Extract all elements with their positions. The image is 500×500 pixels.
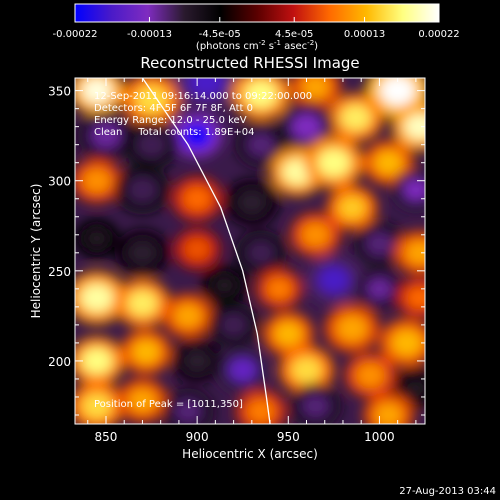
colorbar-tick-label: -0.00022 xyxy=(53,29,98,40)
heatmap-blob-core xyxy=(82,168,111,193)
heatmap-blob-core xyxy=(228,357,257,382)
colorbar-tick-label: 0.00022 xyxy=(418,29,459,40)
heatmap-blob-core xyxy=(301,393,330,419)
y-tick-label: 200 xyxy=(48,355,71,369)
colorbar-tick-label: 4.5e-05 xyxy=(275,29,313,40)
heatmap-blob-core xyxy=(318,266,350,293)
colorbar xyxy=(74,3,440,23)
heatmap-blob-core xyxy=(246,240,275,265)
heatmap-blob-core xyxy=(173,399,203,424)
heatmap-blob-core xyxy=(136,131,167,158)
heatmap-blob-core xyxy=(366,277,393,300)
heatmap-blob-core xyxy=(406,286,425,309)
colorbar-tick-label: -0.00013 xyxy=(127,29,172,40)
heatmap-blob-core xyxy=(338,195,367,220)
heatmap-blob-core xyxy=(365,231,394,256)
footer-timestamp: 27-Aug-2013 03:44 xyxy=(399,486,496,497)
heatmap-blob-core xyxy=(90,122,122,149)
heatmap-blob-core xyxy=(80,283,114,313)
heatmap-blob-core xyxy=(340,104,372,131)
annotation-clean-counts: Clean Total counts: 1.89E+04 xyxy=(94,127,254,138)
x-axis-label: Heliocentric X (arcsec) xyxy=(182,447,318,461)
heatmap-blob-core xyxy=(405,240,425,265)
heatmap-blob-core xyxy=(183,123,212,148)
heatmap-blob-core xyxy=(403,178,425,201)
x-tick-label: 1000 xyxy=(364,430,395,444)
colorbar-tick-label: -4.5e-05 xyxy=(199,29,241,40)
heatmap-blob-core xyxy=(336,315,368,342)
heatmap-blob-core xyxy=(291,113,322,140)
heatmap-blob-core xyxy=(274,321,303,346)
heatmap-blob-core xyxy=(246,399,275,424)
heatmap-blob-core xyxy=(356,363,385,388)
y-tick-label: 300 xyxy=(48,175,71,189)
heatmap-blob-core xyxy=(173,303,203,328)
heatmap-blob-core xyxy=(244,80,278,109)
heatmap-blob-core xyxy=(81,392,113,420)
heatmap-blob-core xyxy=(84,227,110,250)
colorbar-tick-label: 0.00013 xyxy=(344,29,385,40)
heatmap-blob-core xyxy=(404,113,425,140)
heatmap-blob-core xyxy=(134,85,169,114)
colorbar-units: (photons cm-2 s-1 asec-2) xyxy=(196,39,318,52)
heatmap-image xyxy=(75,78,425,424)
y-tick-label: 350 xyxy=(48,85,71,99)
heatmap-blob-core xyxy=(219,312,248,337)
annotation-detectors: Detectors: 4F 5F 6F 7F 8F, Att 0 xyxy=(94,103,253,114)
heatmap-blob-core xyxy=(301,222,330,247)
heatmap-blob-core xyxy=(184,238,210,261)
heatmap-blob-core xyxy=(374,150,403,175)
chart-title: Reconstructed RHESSI Image xyxy=(140,54,359,72)
plot-frame xyxy=(74,77,426,425)
heatmap-blob-core xyxy=(127,176,158,203)
heatmap-blob-core xyxy=(379,78,416,106)
heatmap-blob-core xyxy=(246,132,275,157)
heatmap-blob-core xyxy=(127,239,158,266)
x-tick-label: 900 xyxy=(186,430,209,444)
x-tick-label: 850 xyxy=(95,430,118,444)
heatmap-blob-core xyxy=(266,277,292,300)
heatmap-blob-core xyxy=(391,329,423,357)
solar-limb-line xyxy=(141,78,271,424)
y-tick-label: 250 xyxy=(48,265,71,279)
heatmap-blob-core xyxy=(183,186,212,211)
heatmap-blob-core xyxy=(317,148,351,177)
heatmap-blob-core xyxy=(291,356,322,384)
heatmap-blob-core xyxy=(403,377,425,399)
heatmap-blob-core xyxy=(211,274,238,297)
heatmap-blob-core xyxy=(81,347,113,375)
heatmap-blob-core xyxy=(132,339,161,364)
peak-position-label: Position of Peak = [1011,350] xyxy=(94,399,243,410)
heatmap-blob-core xyxy=(128,388,157,413)
annotation-energy-range: Energy Range: 12.0 - 25.0 keV xyxy=(94,115,247,126)
annotation-time-range: 12-Sep-2011 09:16:14.000 to 09:22:00.000 xyxy=(94,91,312,102)
heatmap-blob-core xyxy=(301,78,330,100)
colorbar-ticks: -0.00022 -0.00013 -4.5e-05 4.5e-05 0.00013 0.… xyxy=(53,17,460,40)
heatmap-blob-core xyxy=(81,78,113,104)
y-axis-label: Heliocentric Y (arcsec) xyxy=(29,184,43,319)
axis-ticks: 850 900 950 1000 200 250 300 350 xyxy=(48,78,425,444)
x-tick-label: 950 xyxy=(277,430,300,444)
heatmap-blob-core xyxy=(236,189,268,216)
heatmap-blob-core xyxy=(374,402,403,424)
heatmap-blob-core xyxy=(127,290,158,317)
heatmap-blob-core xyxy=(183,348,212,373)
